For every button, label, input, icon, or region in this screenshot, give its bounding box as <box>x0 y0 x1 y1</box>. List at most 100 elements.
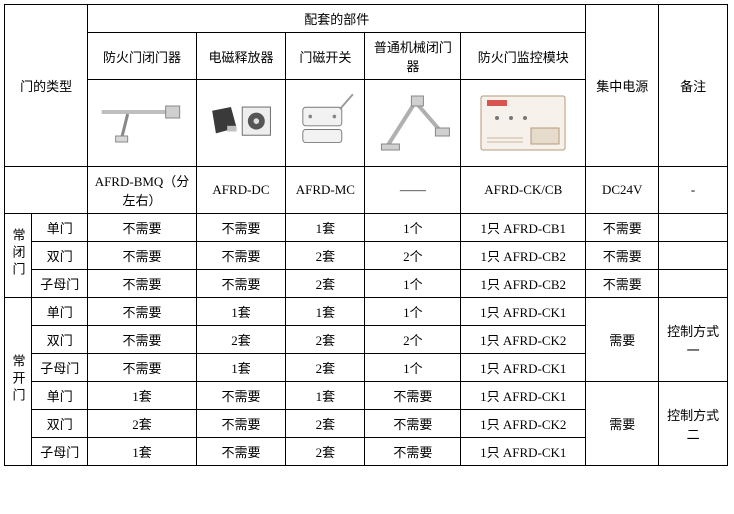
c1: 不需要 <box>88 214 196 242</box>
group-closed: 常闭门 <box>5 214 32 298</box>
power-header: 集中电源 <box>586 5 659 167</box>
model-power: DC24V <box>586 167 659 214</box>
c4: 2个 <box>365 326 461 354</box>
c2: 2套 <box>196 326 286 354</box>
door-single: 单门 <box>32 214 88 242</box>
img-mechcloser <box>365 80 461 167</box>
model-monitor: AFRD-CK/CB <box>461 167 586 214</box>
c2: 不需要 <box>196 382 286 410</box>
c3: 2套 <box>286 270 365 298</box>
c1: 不需要 <box>88 242 196 270</box>
c6: 不需要 <box>586 242 659 270</box>
spec-table: 门的类型 配套的部件 集中电源 备注 防火门闭门器 电磁释放器 门磁开关 普通机… <box>4 4 728 466</box>
c7 <box>659 270 728 298</box>
c1: 1套 <box>88 438 196 466</box>
c4: 1个 <box>365 270 461 298</box>
c1: 2套 <box>88 410 196 438</box>
c5: 1只 AFRD-CK1 <box>461 354 586 382</box>
c1: 1套 <box>88 382 196 410</box>
col-mechcloser: 普通机械闭门器 <box>365 33 461 80</box>
c3: 2套 <box>286 410 365 438</box>
c1: 不需要 <box>88 298 196 326</box>
door-sub: 子母门 <box>32 270 88 298</box>
c1: 不需要 <box>88 326 196 354</box>
model-mechcloser: —— <box>365 167 461 214</box>
c5: 1只 AFRD-CB2 <box>461 270 586 298</box>
c7 <box>659 214 728 242</box>
c3: 2套 <box>286 438 365 466</box>
c4: 2个 <box>365 242 461 270</box>
c4: 1个 <box>365 214 461 242</box>
door-sub: 子母门 <box>32 438 88 466</box>
c4: 不需要 <box>365 410 461 438</box>
remark-label: 备注 <box>680 79 706 94</box>
col-monitor: 防火门监控模块 <box>461 33 586 80</box>
c1: 不需要 <box>88 354 196 382</box>
closed-sub-row: 子母门 不需要 不需要 2套 1个 1只 AFRD-CB2 不需要 <box>5 270 728 298</box>
open1-remark: 控制方式一 <box>659 298 728 382</box>
c6: 不需要 <box>586 214 659 242</box>
door-sub: 子母门 <box>32 354 88 382</box>
c6: 不需要 <box>586 270 659 298</box>
c3: 1套 <box>286 382 365 410</box>
c2: 不需要 <box>196 270 286 298</box>
c2: 不需要 <box>196 214 286 242</box>
model-row: AFRD-BMQ（分左右） AFRD-DC AFRD-MC —— AFRD-CK… <box>5 167 728 214</box>
c5: 1只 AFRD-CK2 <box>461 326 586 354</box>
col-magswitch: 门磁开关 <box>286 33 365 80</box>
c2: 不需要 <box>196 242 286 270</box>
door-single: 单门 <box>32 298 88 326</box>
monitor-icon <box>463 88 583 158</box>
header-row-1: 门的类型 配套的部件 集中电源 备注 <box>5 5 728 33</box>
c3: 2套 <box>286 242 365 270</box>
door-double: 双门 <box>32 326 88 354</box>
c3: 1套 <box>286 298 365 326</box>
c5: 1只 AFRD-CK1 <box>461 298 586 326</box>
c3: 2套 <box>286 326 365 354</box>
col-closer: 防火门闭门器 <box>88 33 196 80</box>
open2-power: 需要 <box>586 382 659 466</box>
model-remark: - <box>659 167 728 214</box>
c2: 不需要 <box>196 410 286 438</box>
img-closer <box>88 80 196 167</box>
img-release <box>196 80 286 167</box>
components-group-header: 配套的部件 <box>88 5 586 33</box>
c5: 1只 AFRD-CB2 <box>461 242 586 270</box>
open2-remark: 控制方式二 <box>659 382 728 466</box>
door-single: 单门 <box>32 382 88 410</box>
door-type-header: 门的类型 <box>5 5 88 167</box>
c3: 1套 <box>286 214 365 242</box>
door-double: 双门 <box>32 410 88 438</box>
model-magswitch: AFRD-MC <box>286 167 365 214</box>
open1-power: 需要 <box>586 298 659 382</box>
model-closer: AFRD-BMQ（分左右） <box>88 167 196 214</box>
img-monitor <box>461 80 586 167</box>
model-blank <box>5 167 88 214</box>
c4: 不需要 <box>365 382 461 410</box>
closed-single-row: 常闭门 单门 不需要 不需要 1套 1个 1只 AFRD-CB1 不需要 <box>5 214 728 242</box>
door-type-label: 门的类型 <box>20 79 72 94</box>
closed-double-row: 双门 不需要 不需要 2套 2个 1只 AFRD-CB2 不需要 <box>5 242 728 270</box>
c5: 1只 AFRD-CB1 <box>461 214 586 242</box>
mechcloser-icon <box>367 88 458 158</box>
c2: 1套 <box>196 298 286 326</box>
c4: 不需要 <box>365 438 461 466</box>
c4: 1个 <box>365 298 461 326</box>
power-label: 集中电源 <box>596 79 648 94</box>
c2: 1套 <box>196 354 286 382</box>
remark-header: 备注 <box>659 5 728 167</box>
c4: 1个 <box>365 354 461 382</box>
door-double: 双门 <box>32 242 88 270</box>
c2: 不需要 <box>196 438 286 466</box>
c5: 1只 AFRD-CK1 <box>461 438 586 466</box>
magswitch-icon <box>288 88 362 158</box>
col-release: 电磁释放器 <box>196 33 286 80</box>
c7 <box>659 242 728 270</box>
open1-single-row: 常开门 单门 不需要 1套 1套 1个 1只 AFRD-CK1 需要 控制方式一 <box>5 298 728 326</box>
c5: 1只 AFRD-CK2 <box>461 410 586 438</box>
model-release: AFRD-DC <box>196 167 286 214</box>
open2-single-row: 单门 1套 不需要 1套 不需要 1只 AFRD-CK1 需要 控制方式二 <box>5 382 728 410</box>
group-closed-label: 常闭门 <box>9 228 28 279</box>
c5: 1只 AFRD-CK1 <box>461 382 586 410</box>
closer-icon <box>90 88 193 158</box>
